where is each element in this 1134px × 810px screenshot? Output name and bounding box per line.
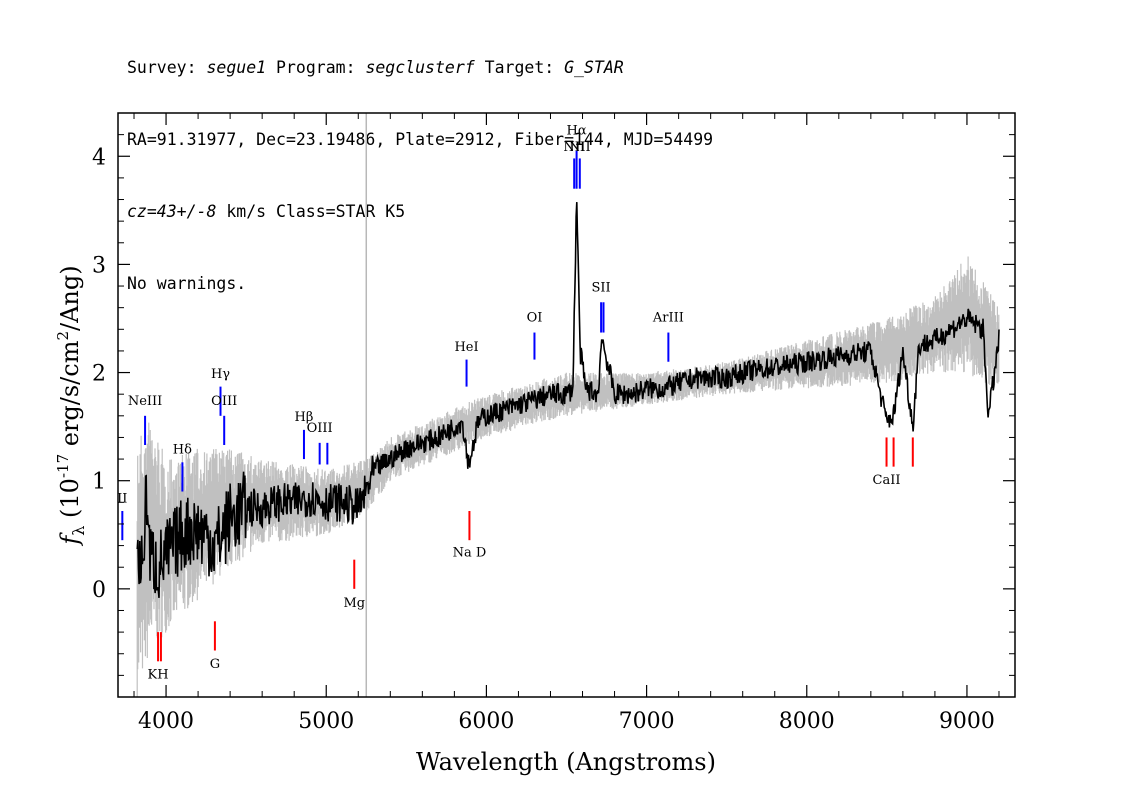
y-axis-title-part: 2 [54, 331, 72, 341]
x-tick-label: 4000 [138, 709, 194, 734]
header-survey-line: Survey: segue1 Program: segclusterf Targ… [127, 56, 713, 80]
line1-segment: segclusterf [365, 58, 475, 77]
emission-line-label: NeIII [128, 394, 162, 409]
absorption-line-label: Na D [453, 545, 487, 560]
line1-segment: Target: [474, 58, 565, 77]
y-axis-title-part: /Ang) [56, 265, 84, 331]
error-band [136, 256, 1000, 697]
x-tick-label: 9000 [939, 709, 995, 734]
y-tick-label: 4 [92, 145, 106, 170]
y-tick-label: 2 [92, 362, 106, 387]
x-tick-label: 6000 [458, 709, 514, 734]
x-tick-label: 7000 [619, 709, 675, 734]
error-band-path [136, 256, 1000, 697]
emission-line-label: Hα [567, 124, 587, 139]
spectral-line-markers: IINeIIIHδHγOIIIHβOIIIHeIOINIIHαNIISIIArI… [117, 124, 914, 683]
y-axis-title-group: fλ (10-17 erg/s/cm2/Ang) [54, 265, 88, 546]
header-coordinates-line: RA=91.31977, Dec=23.19486, Plate=2912, F… [127, 130, 714, 149]
absorption-line-label: CaII [873, 473, 901, 488]
y-tick-label: 0 [92, 578, 106, 603]
emission-line-label: HeI [454, 340, 478, 355]
axes: 4000 5000 6000 7000 8000 9000 0 1 2 3 4 [92, 113, 1015, 734]
x-tick-label: 5000 [298, 709, 354, 734]
plot-frame [117, 112, 1016, 698]
emission-line-label: NII [569, 140, 591, 155]
emission-line-label: SII [592, 280, 611, 295]
line3-segment: km/s Class=STAR K5 [216, 202, 406, 221]
y-axis-title-part: (10 [56, 478, 84, 526]
emission-line-label: OIII [211, 394, 237, 409]
x-axis-title: Wavelength (Angstroms) [416, 748, 716, 776]
emission-line-label: OIII [307, 421, 333, 436]
line1-segment: G_STAR [564, 58, 624, 77]
y-axis-title: fλ (10-17 erg/s/cm2/Ang) [54, 265, 88, 546]
emission-line-label: Hγ [211, 367, 230, 382]
line1-segment: Program: [266, 58, 366, 77]
emission-line-label: OI [527, 311, 543, 326]
spectrum-header: Survey: segue1 Program: segclusterf Targ… [127, 8, 713, 320]
line1-segment: segue1 [206, 58, 267, 77]
absorption-line-label: G [210, 657, 220, 672]
flux-series [136, 202, 1000, 598]
y-axis-title-part: λ [69, 526, 88, 536]
emission-line-label: ArIII [652, 311, 684, 326]
flux-line [136, 202, 1000, 598]
header-warnings-line: No warnings. [127, 274, 247, 293]
y-tick-label: 3 [92, 253, 106, 278]
header-redshift-line: cz=43+/-8 km/s Class=STAR K5 [127, 200, 713, 224]
line3-segment: cz=43+/-8 [127, 202, 217, 221]
y-axis-title-part: -17 [54, 454, 72, 478]
y-tick-label: 1 [92, 470, 106, 495]
absorption-line-label: Mg [343, 596, 365, 611]
emission-line-label: Hβ [295, 410, 314, 425]
x-tick-label: 8000 [779, 709, 835, 734]
emission-line-label: NII [563, 140, 585, 155]
emission-line-label: Hδ [173, 443, 192, 458]
absorption-line-label: KH [148, 668, 169, 683]
emission-line-label: II [117, 491, 127, 506]
line1-segment: Survey: [127, 58, 207, 77]
y-axis-title-part: erg/s/cm [56, 340, 84, 454]
